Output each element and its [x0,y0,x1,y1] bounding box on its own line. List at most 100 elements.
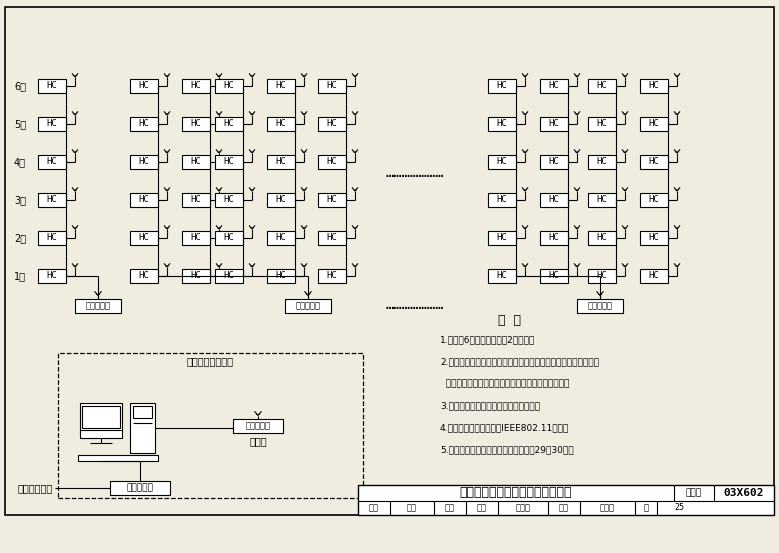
Bar [488,117,516,131]
Bar [640,79,668,93]
Text: 图集号: 图集号 [686,488,702,498]
Text: HC: HC [224,158,234,166]
Text: HC: HC [139,272,150,280]
Bar [488,79,516,93]
Bar [267,117,295,131]
Bar [540,231,568,245]
Text: HC: HC [597,196,608,205]
Bar [78,455,158,461]
Text: HC: HC [497,158,507,166]
Bar [318,155,346,169]
Bar [540,79,568,93]
Text: HC: HC [497,272,507,280]
Text: 1层: 1层 [14,271,26,281]
Bar [182,155,210,169]
Bar [38,231,66,245]
Bar [215,231,243,245]
Bar [38,193,66,207]
Bar [318,79,346,93]
Text: 5层: 5层 [14,119,26,129]
Text: HC: HC [47,158,58,166]
Bar [215,269,243,283]
Bar [182,193,210,207]
Text: 说  明: 说 明 [499,315,521,327]
Bar [182,117,210,131]
Bar [318,269,346,283]
Text: 采用无线网的家居控制系统（二）: 采用无线网的家居控制系统（二） [460,487,573,499]
Bar [588,117,616,131]
Text: HC: HC [139,233,150,243]
Bar [130,193,158,207]
Text: HC: HC [649,119,659,128]
Text: HC: HC [276,119,287,128]
Bar [318,193,346,207]
Text: HC: HC [597,158,608,166]
Text: HC: HC [191,233,202,243]
Bar [588,193,616,207]
Text: 6层: 6层 [14,81,26,91]
Text: HC: HC [649,272,659,280]
Bar [588,231,616,245]
Bar [38,269,66,283]
Bar [640,155,668,169]
Text: HC: HC [47,233,58,243]
Bar [540,269,568,283]
Text: HC: HC [326,81,337,91]
Text: 设计: 设计 [445,503,455,513]
Bar [267,231,295,245]
Text: HC: HC [224,196,234,205]
Text: HC: HC [597,233,608,243]
Bar [267,193,295,207]
Text: 校对: 校对 [477,503,487,513]
Bar [640,269,668,283]
Text: HC: HC [548,196,559,205]
Bar [488,193,516,207]
Text: HC: HC [191,81,202,91]
Text: HC: HC [224,233,234,243]
Bar [38,155,66,169]
Text: HC: HC [649,196,659,205]
Text: 4层: 4层 [14,157,26,167]
Text: 无线收发器: 无线收发器 [245,421,270,430]
Bar [182,79,210,93]
Text: 弟兰: 弟兰 [407,503,417,513]
Text: HC: HC [191,272,202,280]
Text: 1.本图以6层、每单元每层2户为例。: 1.本图以6层、每单元每层2户为例。 [440,335,535,344]
Text: HC: HC [649,233,659,243]
Bar [488,231,516,245]
Text: HC: HC [326,233,337,243]
Text: 无线收发器: 无线收发器 [295,301,320,310]
Bar [182,231,210,245]
Bar [133,406,152,418]
Text: HC: HC [224,81,234,91]
Bar [640,231,668,245]
Bar [130,403,155,453]
Bar [130,269,158,283]
Text: HC: HC [276,272,287,280]
Text: 2层: 2层 [14,233,26,243]
Bar [215,117,243,131]
Text: HC: HC [497,81,507,91]
Bar [233,419,283,433]
Text: 审核: 审核 [369,503,379,513]
Text: HC: HC [47,81,58,91]
Bar [130,117,158,131]
Bar [38,79,66,93]
Bar [577,299,623,313]
Text: HC: HC [548,158,559,166]
Bar [358,485,774,515]
Bar [588,269,616,283]
Text: 无线收发器: 无线收发器 [86,301,111,310]
Bar [267,155,295,169]
Bar [130,155,158,169]
Text: HC: HC [139,81,150,91]
Bar [182,269,210,283]
Text: 页: 页 [643,503,648,513]
Bar [588,155,616,169]
Text: HC: HC [191,158,202,166]
Text: HC: HC [497,119,507,128]
Text: HC: HC [139,119,150,128]
Bar [58,353,363,498]
Text: HC: HC [276,158,287,166]
Text: HC: HC [224,272,234,280]
